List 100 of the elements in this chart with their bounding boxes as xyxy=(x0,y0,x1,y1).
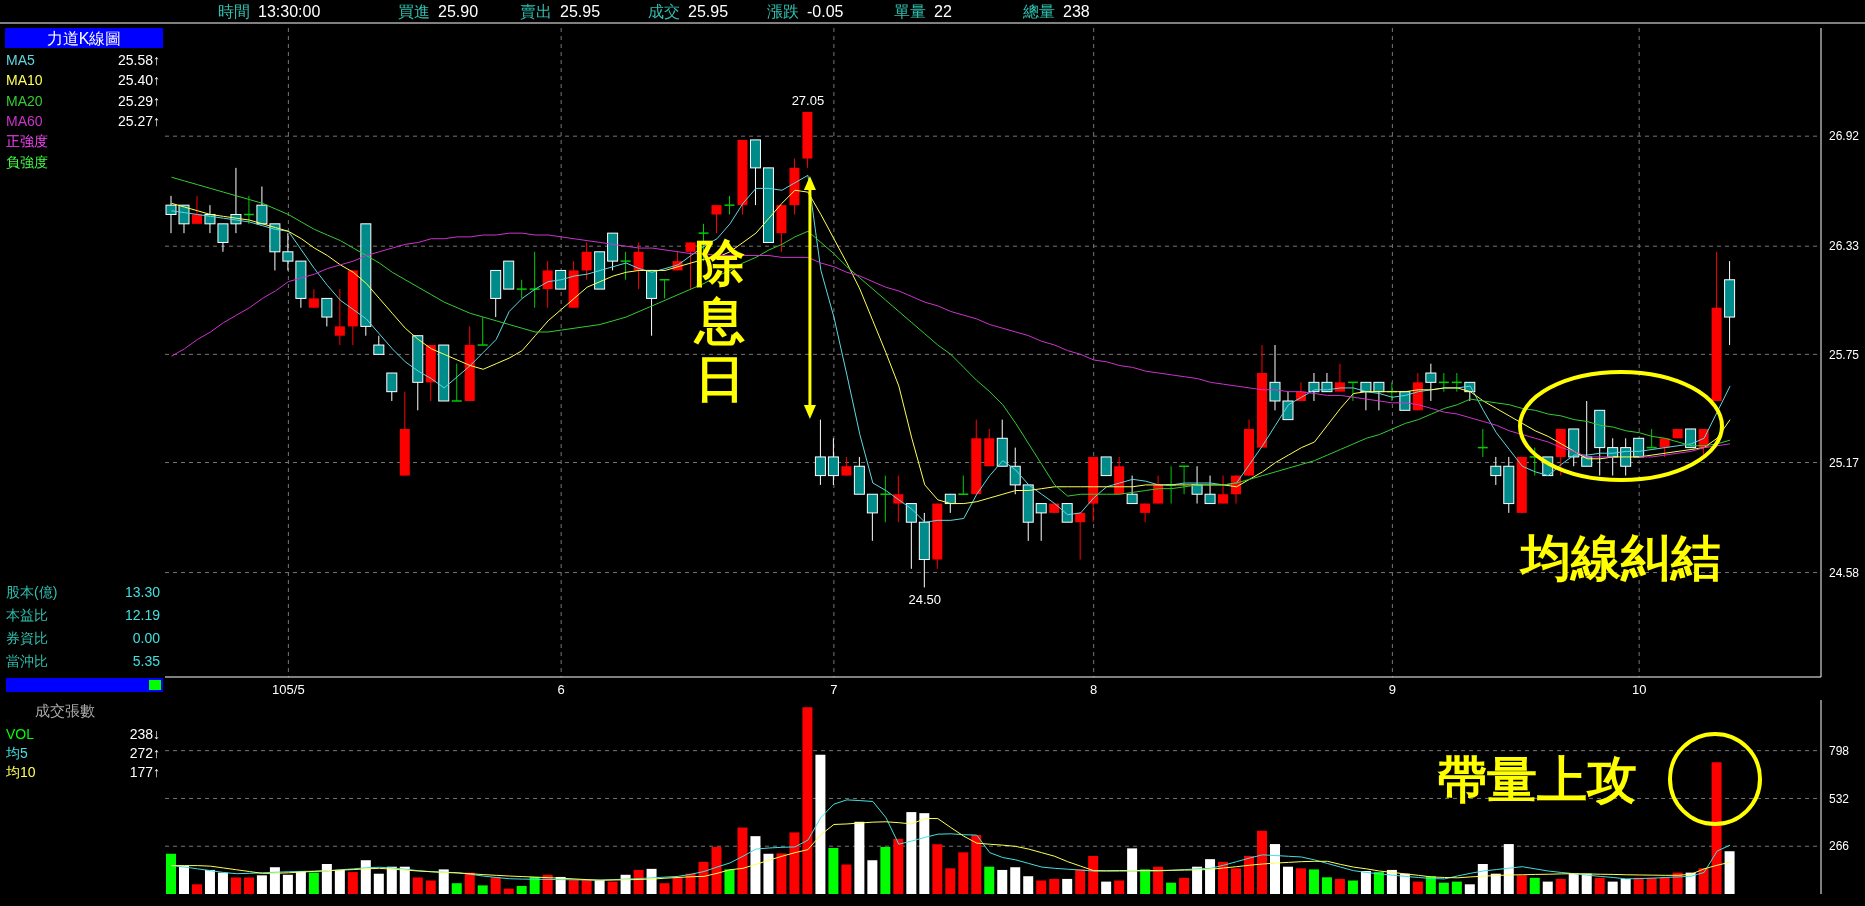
bar xyxy=(1036,880,1047,894)
bar xyxy=(1062,878,1073,894)
bar xyxy=(451,883,462,894)
line-series xyxy=(170,818,1731,881)
bar xyxy=(1659,877,1670,894)
bar xyxy=(347,872,358,894)
bar xyxy=(477,885,488,894)
candlestick xyxy=(450,363,463,402)
candlestick xyxy=(308,288,319,309)
bar xyxy=(516,885,527,894)
bar xyxy=(295,871,306,894)
bar xyxy=(997,869,1008,894)
text: 成交 25.95 xyxy=(648,3,729,20)
text: 漲跌 -0.05 xyxy=(767,3,844,20)
text: 股本(億) 13.30 xyxy=(6,584,160,600)
candlestick xyxy=(1425,363,1437,402)
bar xyxy=(1516,875,1527,894)
bar xyxy=(1334,878,1345,894)
bar xyxy=(438,869,449,894)
bar xyxy=(503,888,514,894)
bar xyxy=(893,838,904,894)
candlestick xyxy=(957,475,970,495)
bar xyxy=(1114,880,1125,894)
bar xyxy=(1646,877,1657,894)
bar xyxy=(178,865,189,894)
text: 25.40↑ xyxy=(117,72,160,89)
candlestick xyxy=(1490,456,1502,486)
bar xyxy=(1101,881,1112,894)
bar xyxy=(1231,868,1242,894)
text: 總量 238 xyxy=(1022,3,1090,20)
annotation: 帶量上攻 xyxy=(1437,752,1637,808)
bar xyxy=(1555,878,1566,894)
candlestick xyxy=(542,260,553,309)
y-tick-label: 26.92 xyxy=(1829,129,1860,144)
text: 238↓ xyxy=(129,726,160,742)
candlestick xyxy=(1035,503,1047,542)
bar xyxy=(776,853,787,894)
bar xyxy=(282,874,293,894)
bar xyxy=(1166,882,1177,894)
bar xyxy=(1594,877,1605,894)
annotation: 24.50 xyxy=(908,592,942,608)
bar xyxy=(971,835,982,894)
text: 272↑ xyxy=(129,745,160,761)
candlestick xyxy=(841,456,852,477)
text: 25.27↑ xyxy=(117,112,160,129)
candlestick xyxy=(555,269,567,290)
text: 當沖比 5.35 xyxy=(6,653,160,669)
bar xyxy=(191,884,202,894)
text: MA10 xyxy=(6,72,43,89)
bar xyxy=(1581,873,1592,894)
candlestick xyxy=(814,419,826,486)
bar xyxy=(308,872,319,894)
candlestick xyxy=(515,279,528,299)
candlestick xyxy=(1100,456,1112,477)
x-tick-label: 6 xyxy=(557,682,565,698)
text: 均5 xyxy=(5,745,28,761)
bar xyxy=(256,875,267,894)
bar xyxy=(1464,884,1475,894)
bar xyxy=(880,846,891,894)
candlestick xyxy=(827,437,839,486)
bar xyxy=(659,883,670,894)
y-tick-label: 24.58 xyxy=(1829,565,1860,580)
bar xyxy=(1477,864,1488,894)
candlestick xyxy=(373,335,385,355)
bar xyxy=(867,860,878,894)
bar xyxy=(958,852,969,894)
bar xyxy=(737,827,748,894)
text: 單量 22 xyxy=(894,3,952,20)
y-tick-label: 532 xyxy=(1829,791,1850,806)
bar xyxy=(1308,869,1319,894)
bar xyxy=(854,821,865,894)
bar xyxy=(217,872,228,894)
y-tick-label: 26.33 xyxy=(1829,239,1860,254)
bar xyxy=(425,880,436,894)
bar xyxy=(1633,877,1644,894)
candlestick xyxy=(1075,512,1086,561)
bar xyxy=(1568,873,1579,894)
bar xyxy=(1542,881,1553,894)
bar xyxy=(568,880,579,894)
bar xyxy=(1451,881,1462,894)
candlestick xyxy=(711,204,722,234)
bar xyxy=(1399,873,1410,894)
candlestick xyxy=(1218,475,1229,505)
bar xyxy=(828,848,839,894)
bar xyxy=(1607,881,1618,894)
candlestick xyxy=(334,288,345,346)
bar xyxy=(1490,873,1501,894)
bar xyxy=(581,880,592,894)
candlestick xyxy=(879,475,892,523)
x-tick-label: 105/5 xyxy=(272,682,305,698)
bar xyxy=(230,877,241,894)
candlestick xyxy=(321,297,333,327)
bar xyxy=(1373,872,1384,894)
bar xyxy=(360,860,371,894)
bar xyxy=(1282,866,1293,894)
bar xyxy=(841,864,852,894)
chart-title: 力道K線圖 xyxy=(46,30,122,47)
text: 時間 13:30:00 xyxy=(218,3,321,20)
bar xyxy=(373,873,384,894)
bar xyxy=(1153,866,1164,894)
